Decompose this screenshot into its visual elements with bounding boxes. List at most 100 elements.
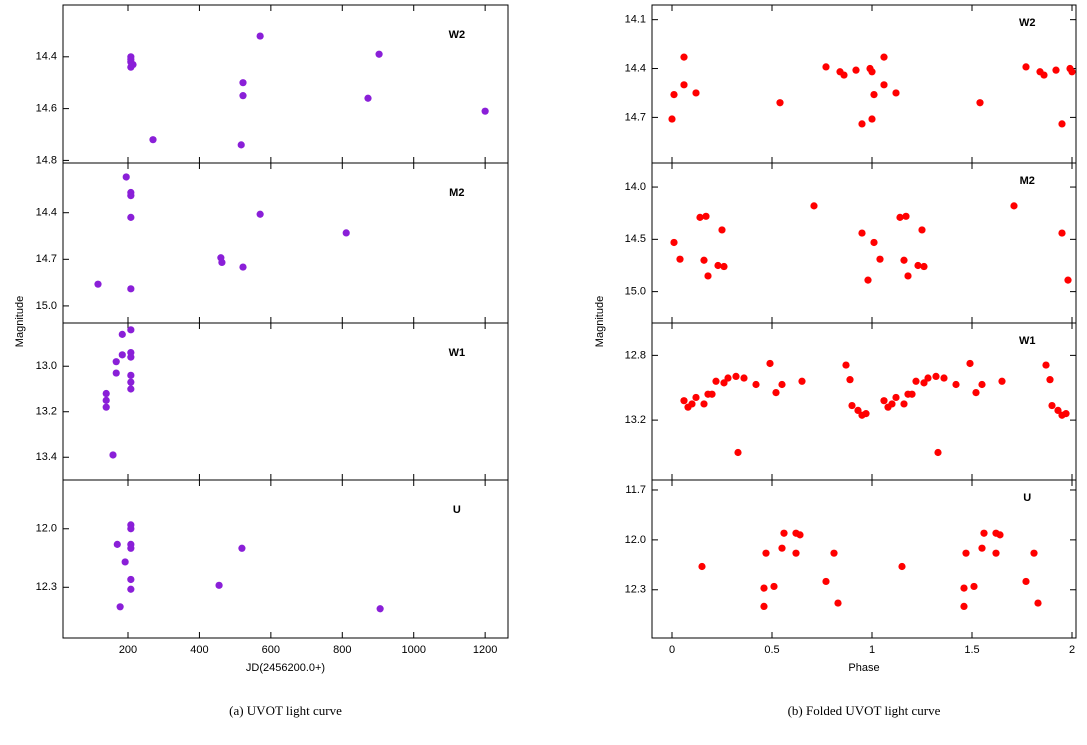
data-point [830, 549, 838, 557]
data-point [1054, 406, 1062, 415]
data-point [858, 120, 866, 128]
data-point [692, 89, 700, 97]
data-point [976, 99, 984, 107]
data-point [996, 531, 1004, 539]
data-point [670, 238, 678, 247]
data-point [1052, 66, 1060, 74]
data-point [792, 549, 800, 557]
data-point [900, 400, 908, 408]
data-point [102, 403, 110, 411]
y-tick-label: 14.7 [625, 111, 646, 123]
data-point [858, 229, 866, 237]
data-point [1048, 401, 1056, 410]
data-point [892, 393, 900, 402]
data-point [822, 63, 830, 71]
x-tick-label: 600 [262, 644, 280, 656]
data-point [149, 136, 157, 144]
data-point [918, 226, 926, 234]
data-point [868, 68, 876, 76]
x-tick-label: 1200 [473, 644, 497, 656]
data-point [718, 226, 726, 234]
data-point [239, 92, 247, 100]
data-point [704, 272, 712, 280]
panel-label: M2 [1020, 175, 1035, 187]
data-point [118, 351, 126, 359]
data-point [780, 529, 788, 537]
x-tick-label: 200 [119, 644, 137, 656]
data-point [970, 582, 978, 591]
data-point [109, 451, 117, 459]
data-point [914, 261, 922, 270]
data-point [734, 448, 742, 457]
panel-label: U [1023, 492, 1031, 504]
y-tick-label: 12.3 [36, 581, 57, 593]
data-point [1010, 202, 1018, 210]
data-point [696, 213, 704, 221]
data-point [962, 549, 970, 557]
data-point [1042, 361, 1050, 369]
data-point [700, 256, 708, 264]
data-point [876, 255, 884, 263]
data-point [1068, 68, 1076, 76]
data-point [692, 393, 700, 402]
x-axis-label: JD(2456200.0+) [246, 662, 325, 674]
data-point [118, 330, 126, 338]
panel-frame [62, 162, 509, 324]
data-point [870, 238, 878, 247]
y-tick-label: 14.7 [36, 253, 57, 265]
data-point [1022, 63, 1030, 71]
data-point [239, 79, 247, 87]
data-point [714, 261, 722, 270]
data-point [720, 262, 728, 271]
data-point [680, 81, 688, 89]
data-point [998, 377, 1006, 385]
data-point [708, 390, 716, 398]
data-point [778, 380, 786, 389]
y-tick-label: 14.8 [36, 154, 57, 166]
data-point [238, 544, 246, 552]
data-point [980, 529, 988, 537]
y-tick-label: 12.0 [625, 534, 646, 546]
data-point [880, 397, 888, 405]
data-point [846, 376, 854, 384]
data-point [1034, 599, 1042, 607]
data-point [127, 575, 135, 584]
data-point [870, 90, 878, 99]
data-point [880, 53, 888, 61]
data-point [1058, 120, 1066, 128]
data-point [762, 549, 770, 557]
panel-label: W1 [1019, 335, 1036, 347]
data-point [1064, 276, 1072, 284]
data-point [940, 374, 948, 382]
y-tick-label: 11.7 [625, 484, 646, 496]
y-tick-label: 12.0 [36, 523, 57, 535]
data-point [898, 562, 906, 571]
data-point [102, 389, 110, 398]
x-tick-label: 0 [669, 644, 675, 656]
data-point [902, 212, 910, 220]
data-point [952, 380, 960, 389]
caption: (b) Folded UVOT light curve [788, 703, 941, 718]
y-tick-label: 12.3 [625, 584, 646, 596]
panel-frame [651, 162, 1077, 324]
data-point [676, 255, 684, 263]
data-point [864, 276, 872, 284]
data-point [215, 581, 223, 589]
data-point [218, 258, 226, 267]
caption: (a) UVOT light curve [229, 703, 342, 718]
x-tick-label: 1 [869, 644, 875, 656]
x-tick-label: 400 [190, 644, 208, 656]
data-point [862, 410, 870, 418]
data-point [102, 396, 110, 404]
data-point [960, 584, 968, 592]
data-point [888, 400, 896, 408]
data-point [880, 81, 888, 89]
panel-label: W1 [449, 347, 466, 359]
y-axis-label: Magnitude [14, 296, 26, 347]
panel-frame [651, 322, 1077, 481]
y-tick-label: 13.4 [36, 451, 57, 463]
data-point [908, 390, 916, 398]
data-point [868, 115, 876, 123]
y-tick-label: 15.0 [625, 286, 646, 298]
